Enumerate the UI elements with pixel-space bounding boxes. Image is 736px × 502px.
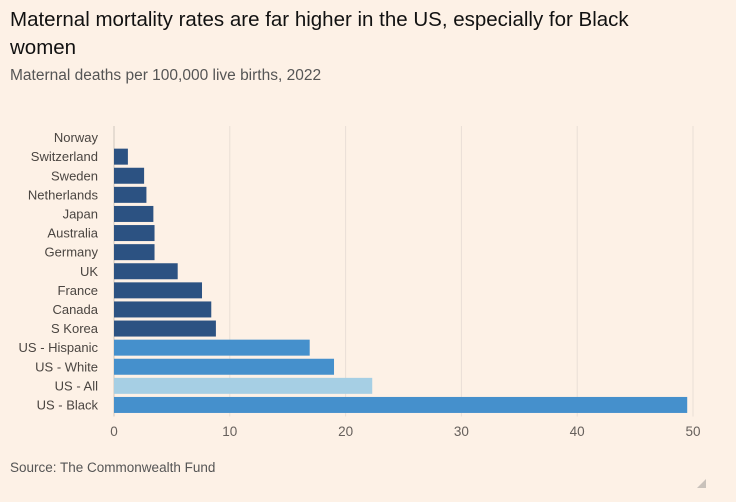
x-tick-label: 20 — [338, 424, 353, 439]
category-label: S Korea — [51, 321, 99, 336]
bar — [114, 263, 178, 280]
bar — [114, 244, 155, 261]
x-tick-label: 50 — [685, 424, 700, 439]
x-tick-label: 40 — [570, 424, 585, 439]
bar — [114, 186, 147, 203]
category-label: US - All — [55, 378, 98, 393]
bar — [114, 339, 310, 356]
category-label: US - White — [35, 359, 98, 374]
category-label: Germany — [45, 245, 99, 260]
category-label: Norway — [54, 130, 99, 145]
category-label: UK — [80, 264, 98, 279]
category-label: Japan — [63, 206, 98, 221]
category-label: Canada — [52, 302, 98, 317]
bar — [114, 205, 154, 222]
x-tick-label: 0 — [110, 424, 118, 439]
category-label: Australia — [47, 226, 98, 241]
bar — [114, 320, 216, 337]
x-tick-label: 30 — [454, 424, 469, 439]
bar — [114, 301, 212, 318]
bar — [114, 358, 335, 375]
chart-subtitle: Maternal deaths per 100,000 live births,… — [10, 67, 322, 84]
chart-title: Maternal mortality rates are far higher … — [10, 8, 629, 59]
category-label: US - Black — [37, 397, 99, 412]
bar — [114, 377, 373, 394]
bar — [114, 282, 203, 299]
category-label: US - Hispanic — [19, 340, 99, 355]
bar — [114, 396, 688, 413]
x-tick-label: 10 — [222, 424, 237, 439]
resize-corner-icon — [697, 479, 706, 488]
bar — [114, 167, 145, 184]
source-note: Source: The Commonwealth Fund — [10, 460, 216, 475]
category-label: Switzerland — [31, 149, 98, 164]
category-label: France — [58, 283, 98, 298]
bar — [114, 148, 128, 165]
bar — [114, 225, 155, 242]
category-label: Sweden — [51, 168, 98, 183]
category-label: Netherlands — [28, 187, 99, 202]
